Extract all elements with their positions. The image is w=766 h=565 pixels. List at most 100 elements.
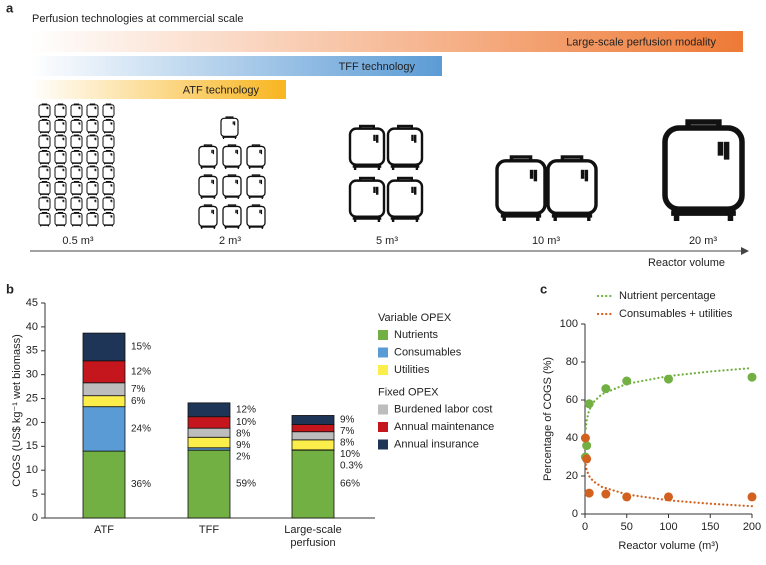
share-label: 12% (131, 366, 151, 377)
y-tick-label: 10 (26, 464, 38, 476)
volume-label: 2 m³ (219, 235, 241, 247)
volume-label: 20 m³ (689, 235, 717, 247)
legend-swatch (378, 422, 388, 432)
bar-segment (291, 424, 335, 433)
data-point (747, 492, 757, 502)
reactor-body (70, 119, 83, 133)
data-point (584, 399, 594, 409)
y-tick-label: 40 (566, 432, 578, 444)
technology-label: TFF technology (339, 61, 416, 73)
bar-segment (82, 332, 126, 362)
reactor-body (198, 145, 218, 167)
panel-title: Perfusion technologies at commercial sca… (32, 13, 244, 25)
reactor-body (38, 119, 51, 133)
reactor-body (54, 197, 67, 210)
share-label: 2% (236, 452, 251, 463)
bar-segment (291, 415, 335, 425)
technology-label: ATF technology (183, 84, 260, 96)
bar-segment (291, 449, 335, 519)
y-tick-label: 35 (26, 345, 38, 357)
bar-segment (291, 431, 335, 441)
bar-segment (187, 449, 231, 519)
reactor-body (70, 197, 83, 210)
reactor-body (102, 104, 115, 117)
data-point (582, 441, 592, 451)
reactor-body (70, 135, 83, 148)
x-tick-label: 0 (582, 521, 588, 533)
y-tick-label: 20 (26, 416, 38, 428)
y-tick-label: 100 (560, 318, 578, 330)
reactor-body (246, 175, 266, 197)
reactor-body (38, 212, 51, 226)
share-label: 36% (131, 479, 151, 490)
data-point (622, 376, 632, 386)
reactor-body (38, 150, 51, 164)
x-tick-label: TFF (199, 524, 219, 536)
y-tick-label: 20 (566, 470, 578, 482)
y-tick-label: 15 (26, 440, 38, 452)
y-tick-label: 60 (566, 394, 578, 406)
share-label: 24% (131, 424, 151, 435)
y-tick-label: 5 (32, 488, 38, 500)
reactor-body (246, 145, 266, 167)
reactor-body (54, 104, 67, 117)
volume-label: 10 m³ (532, 235, 560, 247)
legend-label: Utilities (394, 364, 430, 376)
reactor-body (222, 145, 242, 167)
panel-label: b (6, 281, 14, 296)
x-tick-label: 100 (659, 521, 677, 533)
fit-line (584, 366, 754, 430)
reactor-body (70, 181, 83, 195)
reactor-body (70, 104, 83, 117)
data-point (582, 454, 592, 464)
data-point (664, 374, 673, 384)
reactor-body (102, 212, 115, 226)
bar-segment (82, 406, 126, 452)
bar-segment (291, 439, 335, 451)
reactor-body (86, 181, 99, 195)
reactor-body (386, 179, 424, 218)
y-tick-label: 25 (26, 392, 38, 404)
technology-bar (30, 56, 442, 76)
bar-segment (82, 395, 126, 408)
reactor-body (86, 197, 99, 210)
share-label: 10% (340, 449, 360, 460)
x-tick-label: 200 (743, 521, 761, 533)
x-axis-label: Reactor volume (m³) (618, 540, 718, 552)
reactor-body (86, 212, 99, 226)
data-point (601, 384, 611, 394)
legend-label: Annual insurance (394, 438, 479, 450)
reactor-body (662, 125, 745, 212)
technology-bar (30, 80, 286, 99)
technology-bar (30, 31, 743, 52)
reactor-body (102, 150, 115, 164)
reactor-body (102, 181, 115, 195)
reactor-body (54, 135, 67, 148)
share-label: 8% (340, 438, 355, 449)
reactor-body (495, 159, 547, 216)
reactor-body (348, 127, 386, 166)
share-label: 8% (236, 429, 251, 440)
legend-group-title: Fixed OPEX (378, 386, 439, 398)
share-label: 9% (340, 415, 355, 426)
legend-label: Annual maintenance (394, 421, 494, 433)
reactor-body (70, 212, 83, 226)
reactor-body (198, 175, 218, 197)
legend-swatch (378, 439, 388, 450)
share-label: 9% (236, 440, 251, 451)
share-label: 59% (236, 479, 256, 490)
legend-swatch (378, 347, 388, 358)
reactor-body (54, 150, 67, 164)
reactor-body (86, 166, 99, 179)
y-tick-label: 45 (26, 297, 38, 309)
share-label: 15% (131, 342, 151, 353)
reactor-body (54, 166, 67, 179)
legend-swatch (378, 330, 388, 340)
bar-segment (82, 382, 126, 397)
data-point (664, 492, 673, 502)
reactor-body (102, 166, 115, 179)
data-point (580, 433, 590, 443)
y-axis-label: Percentage of COGS (%) (542, 357, 554, 481)
reactor-body (386, 127, 424, 166)
legend-label: Nutrients (394, 329, 439, 341)
